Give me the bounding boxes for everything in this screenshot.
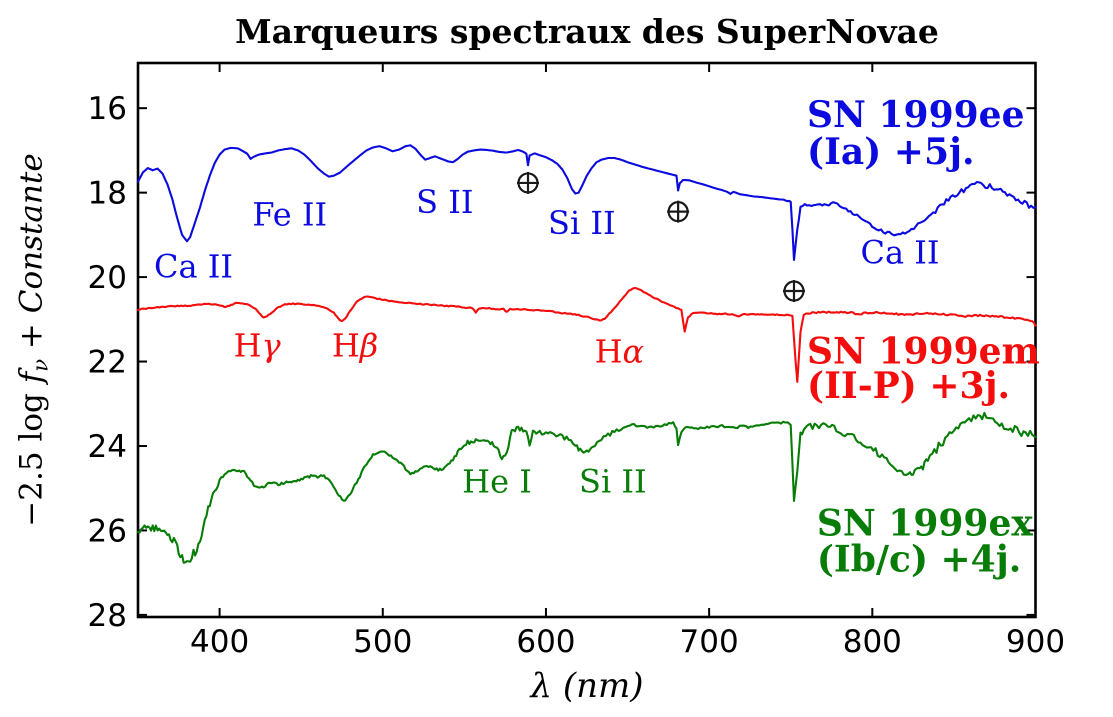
chart-title: Marqueurs spectraux des SuperNovae (235, 12, 939, 51)
y-tick-label: 16 (88, 91, 127, 127)
annotation-s-ii-blue: S II (416, 183, 473, 221)
annotation-fe-ii-blue: Fe II (252, 196, 327, 234)
x-tick-label: 500 (353, 624, 412, 660)
y-axis-label: −2.5 log fν + Constante (13, 153, 52, 526)
x-tick-label: 900 (1006, 624, 1065, 660)
x-tick-label: 800 (843, 624, 902, 660)
x-axis-label: λ (nm) (530, 666, 644, 706)
legend-sn-1999ee-line1: SN 1999ee (807, 94, 1024, 136)
y-tick-label: 28 (88, 598, 127, 634)
annotation-ca-ii-blue-right: Ca II (861, 234, 940, 272)
annotation-h-gamma-red: Hγ (234, 326, 282, 364)
x-tick-label: 700 (680, 624, 739, 660)
spectrum-line-sn-1999em (136, 287, 1037, 383)
x-tick-label: 400 (190, 624, 249, 660)
annotation-ca-ii-blue-left: Ca II (154, 248, 233, 286)
y-tick-label: 24 (88, 429, 127, 465)
y-axis-label-part: Constante (13, 153, 50, 314)
spectrum-line-sn-1999ee (136, 144, 1037, 262)
y-axis-label-part: f (13, 371, 50, 384)
x-tick-label: 600 (516, 624, 575, 660)
annotation-h-beta-red: Hβ (332, 326, 378, 364)
y-tick-label: 18 (88, 176, 127, 212)
annotation-he-i-green: He I (462, 462, 532, 500)
legend-sn-1999em-line2: (II-P) +3j. (807, 365, 1010, 407)
y-tick-label: 26 (88, 513, 127, 549)
telluric-marker-icon (517, 171, 540, 194)
plot-border (136, 61, 1037, 619)
y-axis-label-part: + (13, 313, 50, 359)
legend-sn-1999ex-line1: SN 1999ex (817, 503, 1034, 545)
telluric-marker-icon (782, 280, 805, 303)
y-axis-label-part: −2.5 log (13, 383, 50, 527)
y-axis-label-part: ν (27, 358, 53, 372)
telluric-marker-icon (667, 200, 690, 223)
legend-sn-1999ee-line2: (Ia) +5j. (807, 131, 975, 173)
legend-sn-1999ex-line2: (Ib/c) +4j. (817, 539, 1021, 581)
y-tick-label: 20 (88, 260, 127, 296)
legend-sn-1999em-line1: SN 1999em (807, 330, 1040, 372)
annotation-h-alpha-red: Hα (595, 332, 645, 370)
annotation-si-ii-blue: Si II (548, 204, 616, 242)
annotation-si-ii-green: Si II (579, 462, 647, 500)
y-tick-label: 22 (88, 345, 127, 381)
spectrum-line-sn-1999ex (136, 411, 1037, 564)
